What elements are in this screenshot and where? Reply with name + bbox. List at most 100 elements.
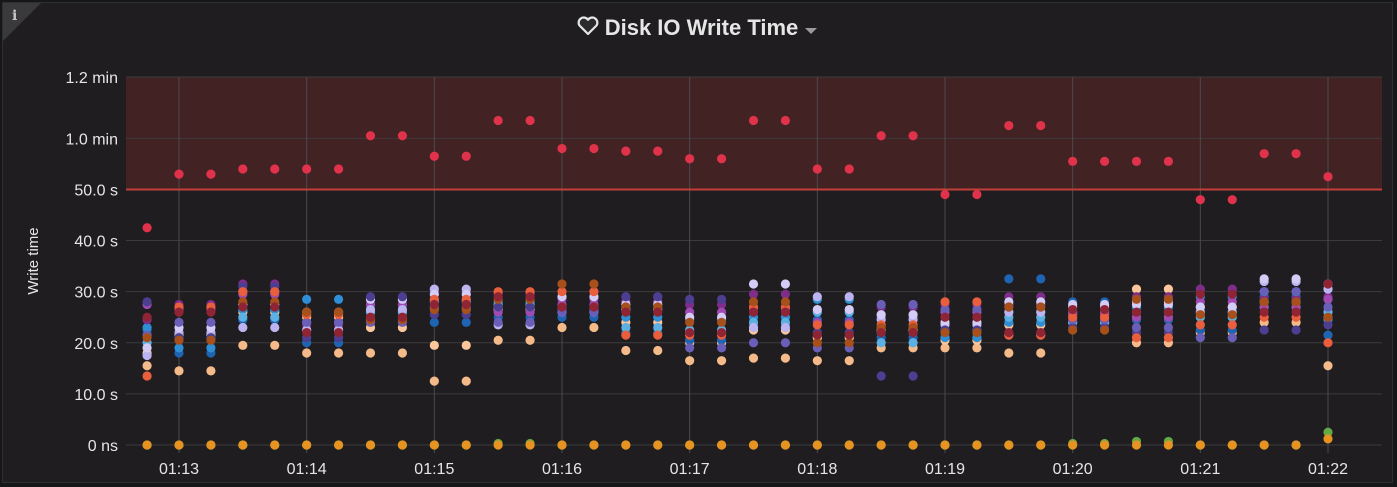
data-point bbox=[429, 299, 439, 310]
data-point bbox=[972, 440, 982, 450]
info-corner[interactable] bbox=[3, 3, 41, 41]
data-point bbox=[429, 340, 439, 350]
data-point bbox=[876, 371, 886, 381]
data-point bbox=[844, 440, 854, 450]
data-point bbox=[1291, 287, 1301, 297]
data-point bbox=[1259, 307, 1269, 317]
data-point bbox=[844, 330, 854, 340]
data-point bbox=[493, 115, 503, 126]
data-point bbox=[397, 312, 408, 322]
y-axis-ticks: 0 ns 10.0 s 20.0 s 30.0 s 40.0 s 50.0 s 1.0 mi… bbox=[66, 70, 118, 455]
data-point bbox=[685, 343, 695, 353]
data-point bbox=[972, 343, 982, 353]
data-point bbox=[270, 322, 280, 333]
data-point bbox=[365, 131, 376, 141]
data-point bbox=[1004, 302, 1014, 312]
data-point bbox=[1195, 333, 1205, 343]
panel-title[interactable]: Disk IO Write Time bbox=[604, 15, 799, 40]
data-point bbox=[1195, 440, 1205, 450]
data-point bbox=[589, 440, 599, 450]
data-point bbox=[1227, 320, 1237, 330]
data-point bbox=[142, 350, 152, 361]
data-point bbox=[1195, 320, 1205, 330]
data-point bbox=[748, 440, 759, 450]
data-point bbox=[1036, 302, 1046, 312]
x-tick-label: 01:17 bbox=[670, 461, 710, 478]
data-point bbox=[908, 131, 918, 141]
data-point bbox=[780, 338, 791, 348]
panel-header[interactable]: Disk IO Write Time bbox=[3, 15, 1392, 42]
x-axis-ticks: 01:13 01:14 01:15 01:16 01:17 01:18 01:19 01:20… bbox=[159, 461, 1348, 478]
data-point bbox=[716, 440, 727, 450]
data-point bbox=[748, 338, 759, 348]
data-point bbox=[429, 317, 439, 327]
data-point bbox=[302, 164, 312, 174]
data-point bbox=[653, 322, 663, 333]
data-point bbox=[1131, 294, 1142, 304]
data-point bbox=[653, 330, 663, 340]
data-point bbox=[397, 304, 408, 315]
data-point bbox=[972, 304, 982, 315]
data-point bbox=[1068, 156, 1078, 166]
data-point bbox=[461, 340, 471, 350]
data-point bbox=[1131, 284, 1142, 294]
data-point bbox=[270, 302, 280, 312]
data-point bbox=[142, 343, 152, 353]
data-point bbox=[142, 312, 152, 322]
data-point bbox=[1004, 348, 1014, 358]
data-point bbox=[1131, 333, 1142, 343]
data-point bbox=[1227, 310, 1237, 320]
info-icon[interactable]: i bbox=[12, 8, 18, 24]
data-point bbox=[1195, 195, 1205, 205]
data-point bbox=[206, 317, 216, 327]
x-tick-label: 01:13 bbox=[159, 461, 199, 478]
data-point bbox=[844, 356, 854, 366]
x-tick-label: 01:22 bbox=[1308, 461, 1348, 478]
data-point bbox=[429, 440, 439, 450]
data-point bbox=[1291, 274, 1301, 284]
data-point bbox=[238, 287, 248, 297]
data-point bbox=[525, 335, 535, 345]
data-point bbox=[206, 440, 216, 450]
data-point bbox=[685, 294, 695, 304]
data-point bbox=[1323, 302, 1333, 312]
data-point bbox=[685, 356, 695, 366]
data-point bbox=[142, 223, 152, 233]
x-tick-label: 01:14 bbox=[287, 461, 327, 478]
data-point bbox=[653, 146, 663, 156]
data-point bbox=[748, 297, 759, 307]
data-point bbox=[365, 348, 376, 358]
data-point bbox=[972, 327, 982, 338]
data-point bbox=[1004, 274, 1014, 284]
data-point bbox=[1068, 440, 1078, 450]
data-point bbox=[1131, 156, 1142, 166]
y-tick-label: 20.0 s bbox=[74, 336, 118, 353]
data-point bbox=[653, 292, 663, 302]
data-point bbox=[142, 440, 152, 450]
data-point bbox=[333, 307, 344, 317]
data-point bbox=[302, 440, 312, 450]
data-point bbox=[557, 279, 567, 289]
data-point bbox=[876, 299, 886, 310]
data-point bbox=[748, 115, 759, 126]
data-point bbox=[876, 327, 886, 338]
data-point bbox=[493, 440, 503, 450]
data-point bbox=[716, 343, 727, 353]
data-point bbox=[621, 345, 631, 356]
data-point bbox=[780, 297, 791, 307]
data-point bbox=[493, 302, 503, 312]
data-point bbox=[1323, 279, 1333, 289]
y-tick-label: 40.0 s bbox=[74, 234, 118, 251]
data-point bbox=[1323, 361, 1333, 371]
data-point bbox=[716, 327, 727, 338]
data-point bbox=[270, 287, 280, 297]
data-point bbox=[174, 366, 184, 376]
data-point bbox=[685, 327, 695, 338]
data-point bbox=[876, 131, 886, 141]
data-point bbox=[493, 335, 503, 345]
caret-down-icon[interactable] bbox=[804, 16, 818, 42]
data-point bbox=[812, 330, 822, 340]
data-point bbox=[1131, 307, 1142, 317]
data-point bbox=[780, 322, 791, 333]
